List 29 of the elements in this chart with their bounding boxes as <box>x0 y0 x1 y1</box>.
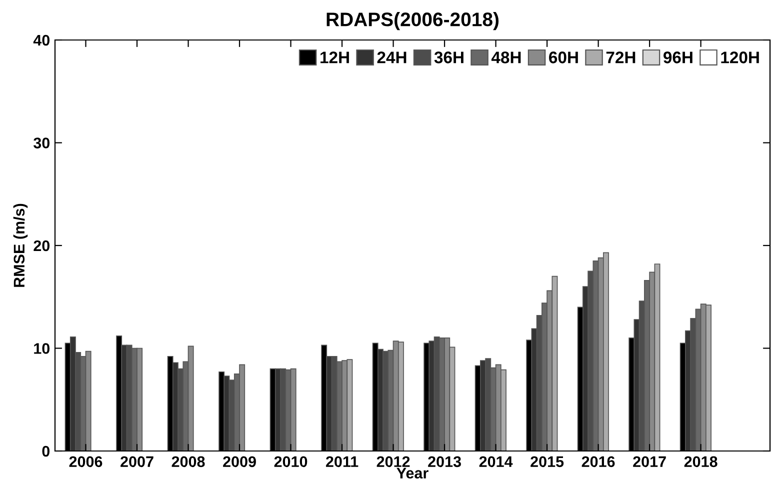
x-tick-label: 2009 <box>223 456 256 468</box>
legend-label: 72H <box>606 52 636 64</box>
legend-label: 60H <box>549 52 578 64</box>
x-tick-label: 2017 <box>633 456 666 468</box>
x-axis-title: Year <box>396 468 428 479</box>
y-axis-title: RMSE (m/s) <box>13 204 28 287</box>
x-tick-label: 2013 <box>428 456 461 468</box>
x-tick-label: 2007 <box>120 456 154 468</box>
y-tick-label: 30 <box>34 138 50 148</box>
legend-label: 12H <box>320 52 349 64</box>
chart-title: RDAPS(2006-2018) <box>326 12 499 30</box>
legend-label: 48H <box>491 52 521 64</box>
legend-label: 96H <box>663 52 692 64</box>
x-tick-label: 2014 <box>479 456 513 468</box>
legend-label: 24H <box>377 52 406 64</box>
x-tick-label: 2010 <box>274 456 308 468</box>
x-tick-label: 2012 <box>376 456 410 468</box>
y-tick-label: 40 <box>33 34 50 46</box>
y-tick-label: 10 <box>34 343 50 354</box>
y-tick-label: 20 <box>34 240 50 252</box>
x-tick-label: 2018 <box>684 456 718 468</box>
x-tick-label: 2008 <box>172 456 205 468</box>
x-tick-label: 2011 <box>326 456 358 468</box>
x-tick-label: 2006 <box>69 456 102 468</box>
legend-label: 36H <box>434 52 464 64</box>
legend-label: 120H <box>721 52 759 64</box>
x-tick-label: 2016 <box>582 456 615 468</box>
x-tick-label: 2015 <box>530 456 564 468</box>
y-tick-label: 0 <box>42 446 50 457</box>
